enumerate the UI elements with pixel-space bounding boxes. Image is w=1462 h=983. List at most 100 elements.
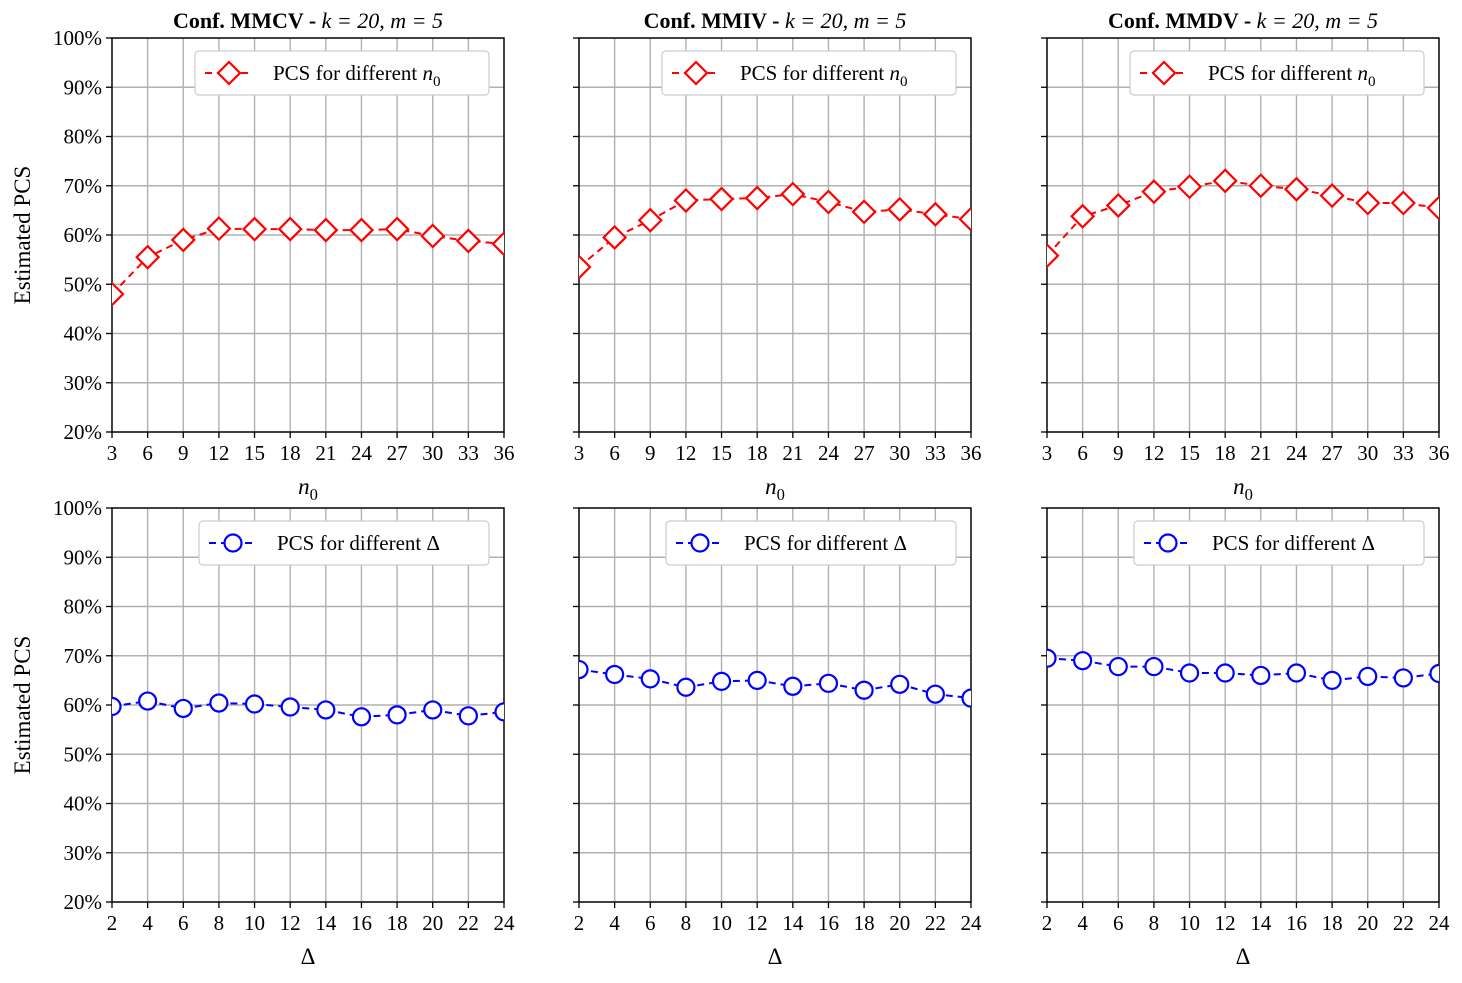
- data-point-circle: [925, 684, 945, 704]
- x-tick-label: 22: [925, 911, 946, 935]
- data-point-diamond: [348, 217, 375, 243]
- data-point-circle: [1108, 656, 1128, 677]
- legend-label: PCS for different Δ: [744, 531, 907, 555]
- legend-box: [194, 50, 490, 96]
- x-tick-label: 14: [1250, 911, 1272, 935]
- legend: PCS for different n0: [1129, 50, 1425, 96]
- y-tick-label: 100%: [53, 26, 102, 50]
- series-line: [1047, 657, 1439, 682]
- data-point-circle: [961, 688, 971, 708]
- y-tick-label: 90%: [64, 545, 103, 569]
- y-tick-label: 80%: [64, 125, 103, 149]
- x-tick-label: 30: [1357, 441, 1378, 465]
- title-bold: Conf. MMDV -: [1108, 8, 1257, 33]
- x-tick-label: 4: [142, 911, 153, 935]
- legend-box: [661, 50, 957, 96]
- y-tick-label: 60%: [64, 223, 103, 247]
- legend-marker-circle: [690, 533, 710, 553]
- x-axis-label: n0: [765, 474, 785, 504]
- data-point-circle: [1393, 668, 1413, 688]
- legend-box: [665, 520, 957, 566]
- x-tick-label: 3: [107, 441, 118, 465]
- x-tick-label: 6: [1113, 911, 1124, 935]
- x-tick-label: 22: [1393, 911, 1414, 935]
- data-point-diamond: [673, 187, 699, 214]
- x-tick-label: 36: [961, 441, 982, 465]
- data-point-circle: [112, 696, 122, 717]
- x-tick-label: 24: [351, 441, 373, 465]
- x-tick-label: 21: [782, 441, 803, 465]
- data-point-circle: [1429, 663, 1439, 684]
- x-tick-label: 20: [1357, 911, 1378, 935]
- data-point-diamond: [744, 185, 770, 211]
- series-1: [112, 691, 504, 727]
- legend: PCS for different Δ: [1133, 520, 1425, 566]
- x-tick-label: 2: [1042, 911, 1053, 935]
- data-point-diamond: [780, 181, 806, 207]
- y-tick-label: 20%: [64, 890, 103, 914]
- data-point-circle: [316, 700, 336, 720]
- data-point-circle: [711, 671, 732, 691]
- data-point-circle: [209, 693, 229, 713]
- data-point-circle: [854, 680, 874, 700]
- x-tick-label: 14: [315, 911, 337, 935]
- data-point-diamond: [1105, 192, 1131, 219]
- data-point-circle: [387, 705, 407, 725]
- x-tick-label: 20: [422, 911, 443, 935]
- legend-marker-diamond: [216, 60, 242, 86]
- subplot-title: Conf. MMCV - k = 20, m = 5: [173, 8, 443, 33]
- data-point-diamond: [708, 186, 735, 212]
- data-point-diamond: [1070, 203, 1096, 229]
- x-tick-label: 12: [1143, 441, 1164, 465]
- data-point-diamond: [1141, 179, 1167, 205]
- data-point-diamond: [637, 207, 663, 233]
- legend-marker-diamond: [683, 60, 709, 86]
- legend: PCS for different n0: [661, 50, 957, 96]
- data-point-circle: [423, 700, 443, 720]
- legend: PCS for different n0: [194, 50, 490, 96]
- y-tick-label: 40%: [64, 322, 103, 346]
- x-tick-label: 2: [574, 911, 585, 935]
- x-tick-label: 8: [681, 911, 692, 935]
- x-tick-label: 14: [782, 911, 804, 935]
- data-point-circle: [494, 702, 504, 722]
- data-point-diamond: [277, 216, 303, 242]
- x-axis-label: n0: [298, 474, 318, 504]
- x-tick-label: 33: [925, 441, 946, 465]
- data-point-circle: [890, 674, 910, 694]
- data-point-diamond: [135, 244, 161, 270]
- title-math: k = 20, m = 5: [1257, 8, 1378, 33]
- x-tick-label: 30: [889, 441, 910, 465]
- data-point-circle: [1358, 666, 1378, 687]
- x-tick-label: 3: [574, 441, 585, 465]
- x-tick-label: 24: [818, 441, 840, 465]
- subplot-4: 20% 30% 40% 50% 60% 70% 80% 90% 100% 2 4 6 8 10 12 14 16…: [10, 496, 515, 969]
- data-point-circle: [1073, 651, 1093, 671]
- legend-label: PCS for different n0: [273, 61, 441, 90]
- x-tick-label: 22: [458, 911, 479, 935]
- x-tick-label: 4: [609, 911, 620, 935]
- data-point-diamond: [241, 216, 268, 242]
- y-tick-label: 70%: [64, 174, 103, 198]
- subplot-1: 20% 30% 40% 50% 60% 70% 80% 90% 100% 3 6 9 12 15 18 21 2…: [10, 8, 515, 504]
- x-tick-label: 15: [1179, 441, 1200, 465]
- data-point-circle: [351, 707, 372, 727]
- data-point-circle: [1215, 663, 1235, 683]
- x-tick-label: 24: [961, 911, 983, 935]
- data-point-diamond: [112, 281, 125, 307]
- x-tick-label: 9: [178, 441, 189, 465]
- series-line: [579, 193, 971, 268]
- data-point-diamond: [455, 228, 481, 254]
- x-tick-label: 9: [645, 441, 656, 465]
- x-tick-label: 12: [208, 441, 229, 465]
- data-point-diamond: [851, 199, 877, 225]
- y-tick-label: 90%: [64, 75, 103, 99]
- x-tick-label: 16: [818, 911, 839, 935]
- data-point-circle: [1286, 663, 1307, 683]
- x-axis-label: Δ: [1236, 944, 1251, 969]
- x-tick-label: 18: [1215, 441, 1236, 465]
- data-point-circle: [458, 706, 478, 726]
- x-tick-label: 12: [747, 911, 768, 935]
